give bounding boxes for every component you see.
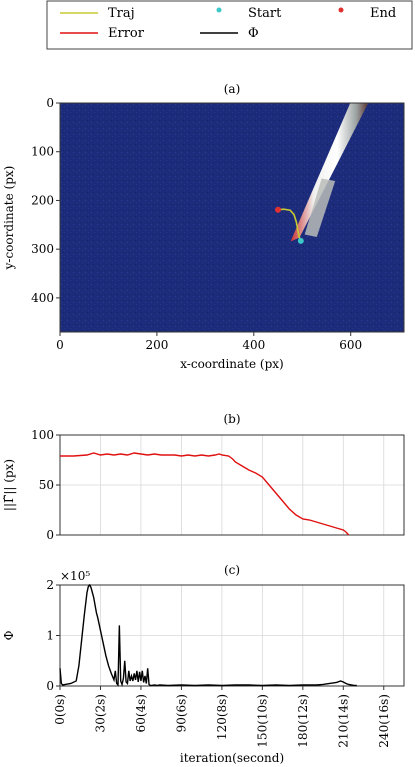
needle xyxy=(290,103,369,242)
legend: Traj Start End Error Φ xyxy=(46,0,413,50)
panel-c-multiplier: ×10⁵ xyxy=(60,569,90,583)
panel-c-ylabel: Φ xyxy=(2,630,16,640)
panel-a-ytick-label-2: 200 xyxy=(31,193,54,207)
panel-a-xtick-label-0: 0 xyxy=(56,338,64,352)
panel-b-series-line xyxy=(60,452,350,536)
panel-b: (b) 0 50 100 ||Γ̃|| (px) xyxy=(2,412,405,542)
panel-a-ylabel: y-coordinate (px) xyxy=(2,166,16,271)
panel-b-ytick-label-2: 100 xyxy=(31,428,54,442)
panel-c-xtick-label-8: 240(16s) xyxy=(377,694,391,748)
panel-c-ytick-label-0: 0 xyxy=(46,679,54,693)
panel-a-xtick-label-1: 200 xyxy=(145,338,168,352)
panel-a-xtick-label-3: 600 xyxy=(339,338,362,352)
panel-b-ytick-label-1: 50 xyxy=(39,478,54,492)
panel-c-xtick-label-6: 180(12s) xyxy=(296,694,310,748)
panel-a-xlabel: x-coordinate (px) xyxy=(180,357,283,371)
panel-a-ytick-label-4: 400 xyxy=(31,291,54,305)
panel-b-frame xyxy=(59,434,405,536)
panel-c-xtick-label-1: 30(2s) xyxy=(93,694,107,732)
panel-c-xtick-label-0: 0(0s) xyxy=(53,694,67,725)
legend-label-2: End xyxy=(370,6,396,21)
panel-a-ytick-label-1: 100 xyxy=(31,145,54,159)
panel-a-ytick-label-3: 300 xyxy=(31,242,54,256)
panel-c-xtick-label-4: 120(8s) xyxy=(215,694,229,740)
traj-line xyxy=(277,208,302,242)
legend-label-3: Error xyxy=(108,26,145,41)
legend-label-4: Φ xyxy=(248,26,259,41)
panel-b-ytick-label-0: 0 xyxy=(46,528,54,542)
panel-c-label: (c) xyxy=(224,563,240,577)
panel-c-ytick-label-1: 1 xyxy=(46,629,54,643)
panel-c-xtick-label-2: 60(4s) xyxy=(134,694,148,732)
legend-swatch-2 xyxy=(338,7,344,13)
panel-c-xtick-label-5: 150(10s) xyxy=(255,694,269,748)
panel-a-label: (a) xyxy=(224,82,241,96)
panel-b-ylabel: ||Γ̃|| (px) xyxy=(2,459,16,511)
panel-c: (c) ×10⁵ 0 1 2 0(0s) 30(2s) 60(4s) 90(6s) 120(8… xyxy=(2,563,405,765)
needle-body xyxy=(304,178,336,237)
start-point xyxy=(297,237,304,244)
end-point xyxy=(275,206,282,213)
legend-label-0: Traj xyxy=(108,6,135,21)
panel-c-xlabel: iteration(second) xyxy=(180,751,284,765)
panel-a-frame xyxy=(59,102,405,333)
panel-c-frame xyxy=(59,584,405,687)
panel-b-label: (b) xyxy=(223,412,240,426)
legend-swatch-1 xyxy=(216,7,222,13)
panel-a-xtick-label-2: 400 xyxy=(242,338,265,352)
panel-c-xtick-label-7: 210(14s) xyxy=(336,694,350,748)
panel-c-xtick-label-3: 90(6s) xyxy=(174,694,188,732)
microscope-image xyxy=(60,103,404,332)
legend-label-1: Start xyxy=(248,6,282,21)
panel-c-ytick-label-2: 2 xyxy=(46,578,54,592)
panel-a-ytick-label-0: 0 xyxy=(46,96,54,110)
panel-c-series-line xyxy=(59,583,357,687)
